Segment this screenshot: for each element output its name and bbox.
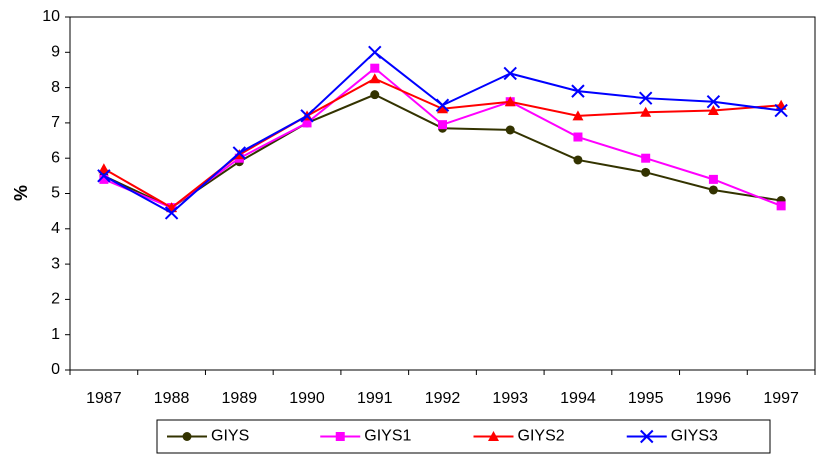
y-tick-label: 4 [51,220,60,237]
y-tick-label: 9 [51,44,60,61]
x-tick-label: 1996 [696,390,732,407]
y-tick-label: 6 [51,149,60,166]
marker [708,174,718,184]
y-tick-label: 10 [42,8,60,25]
legend-label: GIYS2 [518,428,565,445]
x-tick-label: 1990 [289,390,325,407]
x-tick-label: 1992 [425,390,461,407]
marker [640,106,652,117]
marker [368,45,382,60]
marker [182,432,192,441]
series-line [103,66,782,209]
marker [504,96,516,107]
marker [571,84,585,98]
legend-label: GIYS [211,428,249,445]
legend-label: GIYS1 [364,428,411,445]
x-tick-label: 1989 [222,390,258,407]
y-tick-label: 8 [51,79,60,96]
plot-area [69,16,816,371]
marker [232,146,247,160]
marker [370,90,380,100]
marker [437,103,448,114]
marker [369,73,381,84]
x-tick-label: 1995 [628,390,664,407]
y-tick-label: 7 [51,114,60,131]
x-tick-label: 1987 [86,390,122,407]
marker [776,201,786,211]
marker [438,120,447,130]
marker [573,155,583,165]
marker [435,98,450,112]
marker [505,125,515,135]
marker [774,103,788,118]
marker [300,109,314,123]
marker [98,163,110,174]
y-tick-label: 5 [51,185,60,202]
marker [302,118,312,128]
marker [97,169,111,183]
marker [641,153,651,163]
y-tick-label: 0 [51,361,60,378]
marker [573,132,583,142]
marker [99,174,109,184]
marker [164,206,179,220]
marker [503,66,517,81]
x-tick-label: 1993 [492,390,528,407]
marker [708,185,718,195]
legend-box [156,419,771,454]
marker [641,167,651,177]
marker [370,63,380,73]
marker [707,105,719,116]
y-tick-label: 2 [51,291,60,308]
marker [488,431,499,441]
marker [638,91,653,105]
x-tick-label: 1997 [763,390,799,407]
y-tick-label: 3 [51,255,60,272]
x-tick-label: 1991 [357,390,393,407]
marker [706,95,721,109]
y-tick-label: 1 [51,326,60,343]
x-tick-label: 1988 [154,390,190,407]
marker [335,432,345,441]
legend-label: GIYS3 [671,428,718,445]
x-tick-label: 1994 [560,390,596,407]
y-axis-label: % [11,185,31,201]
marker [572,110,584,121]
series-line [103,77,782,209]
marker [640,429,654,444]
